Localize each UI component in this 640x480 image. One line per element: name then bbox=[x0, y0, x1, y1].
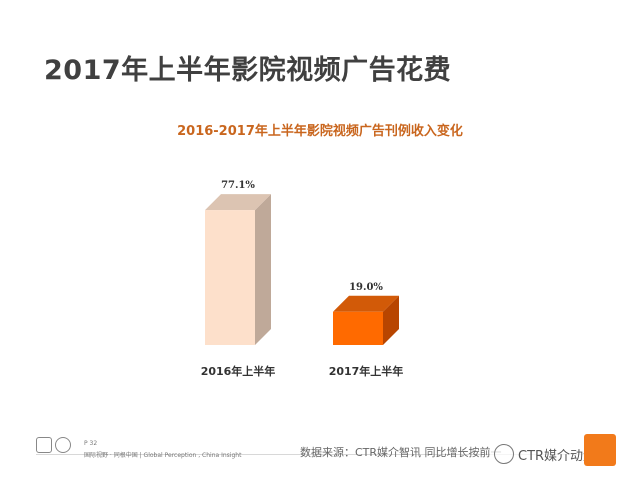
bar-side-1 bbox=[255, 194, 271, 345]
watermark-text: CTR媒介动量 bbox=[518, 448, 597, 464]
bar-2 bbox=[333, 311, 383, 345]
chart-title: 2016-2017年上半年影院视频广告刊例收入变化 bbox=[177, 124, 463, 139]
category-label-2: 2017年上半年 bbox=[329, 364, 404, 378]
bar-side-2 bbox=[383, 295, 399, 345]
wechat-icon bbox=[494, 444, 514, 464]
page-title: 2017年上半年影院视频广告花费 bbox=[44, 55, 452, 86]
page-number: P 32 bbox=[84, 440, 98, 447]
bar-chart: 77.1% 2016年上半年 19.0% 2017年上半年 bbox=[201, 180, 404, 378]
bar-top-1 bbox=[205, 194, 271, 211]
data-source-note: 数据来源：CTR媒介智讯 同比增长按前一 bbox=[300, 446, 502, 459]
data-label-1: 77.1% bbox=[221, 180, 255, 191]
quality-badge-icon bbox=[36, 437, 52, 453]
ctr-logo-icon bbox=[584, 434, 616, 466]
bar-1 bbox=[205, 210, 255, 345]
bar-top-2 bbox=[333, 295, 399, 312]
footer-slogan: 国际视野 · 同根中国 | Global Perception , China … bbox=[84, 452, 242, 459]
certification-logos bbox=[36, 436, 76, 454]
category-label-1: 2016年上半年 bbox=[201, 364, 276, 378]
footer-divider bbox=[36, 454, 606, 455]
certification-seal-icon bbox=[55, 437, 71, 453]
data-label-2: 19.0% bbox=[349, 282, 383, 293]
